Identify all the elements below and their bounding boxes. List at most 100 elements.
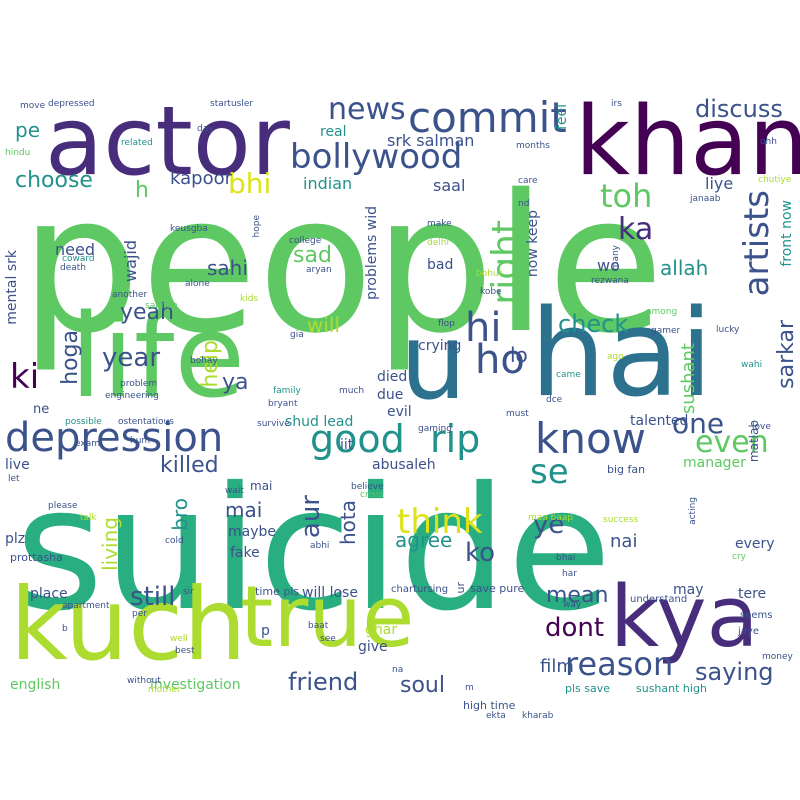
- cloud-word: nd: [518, 199, 530, 209]
- cloud-word: coward: [62, 254, 95, 264]
- cloud-word: ko: [465, 538, 496, 568]
- cloud-word: iit: [340, 437, 354, 453]
- cloud-word: must: [506, 409, 529, 419]
- cloud-word: kapoor: [170, 168, 232, 189]
- cloud-word: ne: [33, 402, 50, 417]
- cloud-word: success: [603, 515, 639, 525]
- cloud-word: kuch: [10, 566, 247, 683]
- cloud-word: bhai: [556, 553, 576, 563]
- cloud-word: maa baap: [528, 513, 574, 523]
- cloud-word: care: [518, 176, 538, 186]
- cloud-word: flop: [438, 319, 455, 329]
- cloud-word: talk: [80, 513, 97, 523]
- cloud-word: bhi: [228, 167, 272, 200]
- cloud-word: film: [540, 656, 574, 677]
- cloud-word: kya: [610, 568, 759, 667]
- cloud-word: save pure: [470, 582, 525, 595]
- cloud-word: living: [98, 517, 122, 571]
- cloud-word: ur: [454, 582, 467, 594]
- cloud-word: money: [762, 652, 793, 662]
- cloud-word: engineering: [105, 391, 159, 401]
- cloud-word: let: [8, 474, 20, 484]
- cloud-word: lucky: [716, 325, 740, 335]
- cloud-word: even: [695, 425, 769, 460]
- cloud-word: ostentatious: [118, 417, 174, 427]
- cloud-word: pe: [15, 118, 40, 142]
- cloud-word: b: [62, 624, 68, 634]
- cloud-word: related: [121, 138, 153, 148]
- cloud-word: now keep: [525, 210, 541, 278]
- cloud-word: mai: [225, 498, 263, 522]
- cloud-word: ka: [618, 212, 654, 247]
- cloud-word: sahi: [207, 256, 248, 280]
- cloud-word: gaming: [418, 424, 452, 434]
- cloud-word: mai: [250, 479, 273, 493]
- cloud-word: startusler: [210, 99, 254, 109]
- cloud-word: wo: [597, 256, 620, 275]
- cloud-word: check: [558, 310, 629, 338]
- cloud-word: yeah: [120, 300, 174, 325]
- cloud-word: cold: [165, 536, 184, 546]
- cloud-word: understand: [630, 594, 688, 605]
- cloud-word: mean: [546, 583, 609, 608]
- cloud-word: abhi: [310, 541, 330, 551]
- cloud-word: chartursing: [391, 584, 449, 595]
- cloud-word: aur: [296, 495, 326, 539]
- cloud-word: kobe: [480, 287, 502, 297]
- cloud-word: sushant: [678, 343, 699, 415]
- cloud-word: months: [516, 141, 550, 151]
- cloud-word: place: [30, 586, 68, 602]
- cloud-word: kids: [240, 294, 259, 304]
- cloud-word: many: [611, 245, 621, 271]
- cloud-word: ago: [607, 352, 624, 362]
- cloud-word: keusgba: [170, 224, 208, 234]
- cloud-word: srk salman: [387, 131, 475, 150]
- cloud-word: died: [377, 369, 408, 385]
- cloud-word: crisis: [360, 490, 384, 500]
- cloud-word: investigation: [150, 677, 241, 693]
- cloud-word: indian: [303, 174, 353, 193]
- cloud-word: soul: [400, 673, 445, 698]
- cloud-word: depressed: [48, 99, 95, 109]
- cloud-word: year: [102, 343, 161, 373]
- cloud-word: khan: [575, 87, 800, 197]
- cloud-word: agree: [395, 528, 453, 552]
- cloud-word: make: [427, 219, 452, 229]
- cloud-word: problems wid: [364, 206, 380, 300]
- cloud-word: artists: [737, 190, 777, 297]
- cloud-word: bryant: [268, 399, 298, 409]
- cloud-word: bohut: [476, 269, 503, 279]
- cloud-word: chutiye: [758, 175, 792, 185]
- cloud-word: still: [130, 582, 176, 612]
- cloud-word: hope: [252, 215, 262, 238]
- cloud-word: har: [562, 569, 577, 579]
- cloud-word: good: [310, 417, 405, 461]
- cloud-word: prottasha: [10, 551, 63, 564]
- cloud-word: liye: [705, 174, 734, 193]
- cloud-word: janaab: [690, 194, 721, 204]
- cloud-word: manager: [683, 455, 746, 471]
- cloud-word: maybe: [228, 524, 277, 540]
- cloud-word: best: [175, 646, 195, 656]
- cloud-word: jaye: [738, 626, 759, 637]
- cloud-word: believe: [351, 482, 384, 492]
- cloud-word: nai: [610, 531, 638, 552]
- cloud-word: bohay: [190, 356, 218, 366]
- cloud-word: hota: [336, 500, 360, 546]
- cloud-word: ho: [475, 337, 525, 383]
- cloud-word: ye: [533, 510, 565, 540]
- cloud-word: mental srk: [4, 250, 20, 325]
- cloud-word: commit: [408, 93, 567, 142]
- cloud-word: well: [170, 634, 188, 644]
- cloud-word: aryan: [306, 265, 332, 275]
- cloud-word: please: [48, 501, 78, 511]
- cloud-word: dce: [546, 395, 563, 405]
- cloud-word: ghar: [365, 622, 398, 638]
- cloud-word: fake: [230, 545, 260, 561]
- cloud-word: per: [132, 609, 147, 619]
- cloud-word: college: [289, 236, 322, 246]
- cloud-word: choose: [15, 168, 93, 193]
- cloud-word: due: [377, 387, 404, 403]
- cloud-word: sarkar: [774, 320, 799, 389]
